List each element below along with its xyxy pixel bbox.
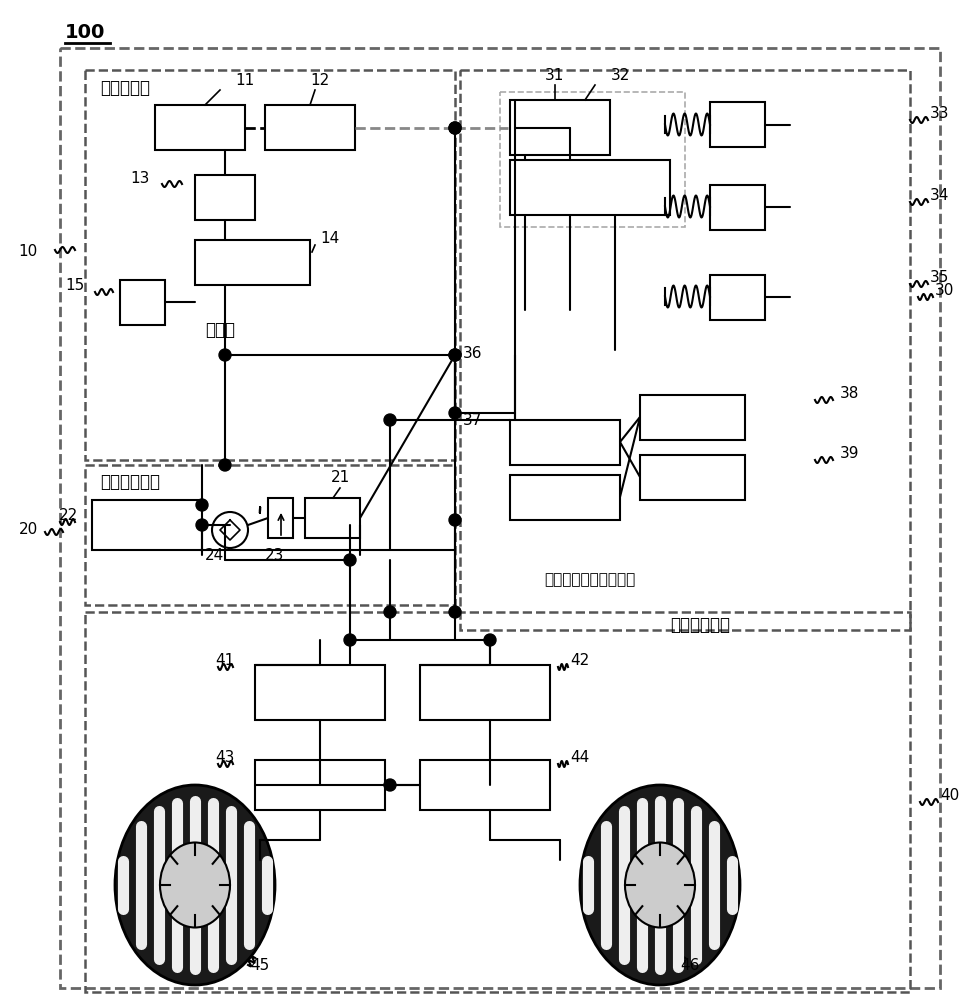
FancyBboxPatch shape xyxy=(92,500,202,550)
Text: 12: 12 xyxy=(310,73,330,88)
Circle shape xyxy=(449,349,461,361)
Text: 31: 31 xyxy=(545,68,564,83)
Text: 10: 10 xyxy=(18,244,38,259)
Circle shape xyxy=(484,634,496,646)
Text: 30: 30 xyxy=(935,283,955,298)
FancyBboxPatch shape xyxy=(510,420,620,465)
Text: 22: 22 xyxy=(58,508,78,523)
FancyBboxPatch shape xyxy=(255,760,385,810)
Circle shape xyxy=(449,122,461,134)
FancyBboxPatch shape xyxy=(255,665,385,720)
Text: 43: 43 xyxy=(216,750,235,765)
Text: 36: 36 xyxy=(463,346,483,361)
FancyBboxPatch shape xyxy=(510,475,620,520)
Circle shape xyxy=(449,606,461,618)
FancyBboxPatch shape xyxy=(420,665,550,720)
FancyBboxPatch shape xyxy=(710,185,765,230)
Circle shape xyxy=(384,414,396,426)
Text: 33: 33 xyxy=(930,106,950,121)
FancyBboxPatch shape xyxy=(710,275,765,320)
FancyBboxPatch shape xyxy=(195,175,255,220)
Text: 100: 100 xyxy=(65,23,105,42)
Circle shape xyxy=(384,606,396,618)
Text: 41: 41 xyxy=(216,653,235,668)
Circle shape xyxy=(384,779,396,791)
Text: 38: 38 xyxy=(840,386,859,401)
Text: 44: 44 xyxy=(570,750,590,765)
FancyBboxPatch shape xyxy=(120,280,165,325)
FancyBboxPatch shape xyxy=(640,395,745,440)
Ellipse shape xyxy=(115,785,275,985)
Text: 37: 37 xyxy=(463,413,483,428)
Text: 13: 13 xyxy=(130,171,150,186)
Circle shape xyxy=(449,349,461,361)
Circle shape xyxy=(449,122,461,134)
Circle shape xyxy=(196,519,208,531)
Circle shape xyxy=(449,407,461,419)
Text: 34: 34 xyxy=(930,188,950,203)
Circle shape xyxy=(219,459,231,471)
Ellipse shape xyxy=(625,842,695,928)
Text: 46: 46 xyxy=(680,958,700,973)
Ellipse shape xyxy=(160,842,230,928)
Text: 刹车执行模块: 刹车执行模块 xyxy=(670,616,730,634)
FancyBboxPatch shape xyxy=(195,240,310,285)
Text: 辅助能源模块: 辅助能源模块 xyxy=(100,473,160,491)
Text: 主能源模块: 主能源模块 xyxy=(100,79,150,97)
Text: 14: 14 xyxy=(320,231,340,246)
FancyBboxPatch shape xyxy=(510,100,610,155)
Text: 32: 32 xyxy=(610,68,630,83)
Text: 11: 11 xyxy=(235,73,255,88)
Text: 23: 23 xyxy=(266,548,285,563)
Text: 起落架收放与限位模块: 起落架收放与限位模块 xyxy=(544,572,635,587)
FancyBboxPatch shape xyxy=(510,160,670,215)
Circle shape xyxy=(196,499,208,511)
Text: 15: 15 xyxy=(66,278,85,293)
FancyBboxPatch shape xyxy=(265,105,355,150)
Text: 42: 42 xyxy=(570,653,590,668)
FancyBboxPatch shape xyxy=(710,102,765,147)
Text: 20: 20 xyxy=(18,522,38,538)
Circle shape xyxy=(219,349,231,361)
FancyBboxPatch shape xyxy=(268,498,293,538)
FancyBboxPatch shape xyxy=(305,498,360,538)
Text: 40: 40 xyxy=(940,788,959,803)
Text: 45: 45 xyxy=(250,958,270,973)
Text: 压力源: 压力源 xyxy=(205,321,235,339)
FancyBboxPatch shape xyxy=(155,105,245,150)
Text: 21: 21 xyxy=(331,470,349,485)
Text: 24: 24 xyxy=(205,548,225,563)
Circle shape xyxy=(449,514,461,526)
Text: 35: 35 xyxy=(930,270,950,285)
Circle shape xyxy=(344,554,356,566)
Ellipse shape xyxy=(580,785,740,985)
Circle shape xyxy=(344,634,356,646)
Text: 39: 39 xyxy=(840,446,859,461)
FancyBboxPatch shape xyxy=(420,760,550,810)
FancyBboxPatch shape xyxy=(640,455,745,500)
